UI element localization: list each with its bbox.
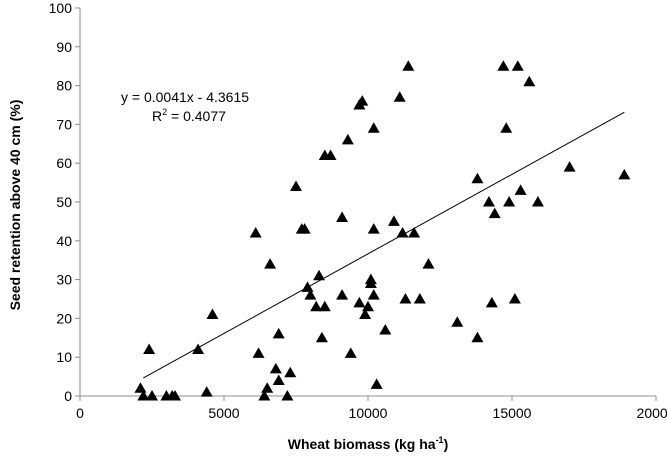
data-point [508, 293, 521, 304]
data-point [563, 161, 576, 172]
y-tick-label: 100 [49, 0, 73, 16]
data-point [290, 180, 302, 191]
data-point [396, 227, 409, 238]
data-point [324, 149, 337, 160]
y-tick-label: 40 [56, 233, 72, 249]
data-point [523, 75, 536, 87]
data-point [408, 227, 421, 238]
y-tick-label: 30 [56, 272, 72, 288]
trendline [143, 111, 625, 379]
data-point [500, 122, 513, 133]
data-point [344, 347, 357, 358]
data-point [298, 223, 311, 234]
x-axis-title: Wheat biomass (kg ha-1) [288, 435, 449, 452]
data-point [264, 258, 277, 269]
x-tick-label: 15000 [493, 405, 532, 421]
data-point [618, 168, 631, 180]
data-point [451, 316, 464, 327]
x-tick-label: 20000 [637, 405, 667, 421]
data-point [313, 269, 326, 281]
data-point [261, 382, 274, 393]
trendline-equation: y = 0.0041x - 4.3615 [121, 89, 249, 105]
data-point [318, 300, 331, 312]
data-point [503, 196, 516, 207]
x-axis-ticks: 0 5000 10000 15000 20000 [76, 396, 667, 421]
data-point [511, 60, 524, 71]
y-axis-ticks: 0 10 20 30 40 50 60 70 80 90 100 [49, 0, 80, 404]
data-point [336, 289, 349, 300]
data-point [367, 122, 380, 133]
data-point [143, 343, 156, 354]
data-point [192, 343, 205, 354]
r-squared-label: R2 = 0.4077 [152, 107, 226, 124]
x-tick-label: 10000 [349, 405, 388, 421]
data-point [367, 289, 380, 300]
y-axis-title: Seed retention above 40 cm (%) [7, 100, 23, 311]
data-point [387, 215, 400, 226]
data-point [304, 289, 317, 300]
data-point [301, 281, 314, 292]
data-point [353, 296, 366, 308]
data-point [137, 390, 150, 401]
y-tick-label: 90 [56, 39, 72, 55]
data-point [206, 308, 219, 320]
data-point [393, 91, 406, 102]
data-point [364, 273, 377, 285]
data-point [402, 60, 415, 71]
y-tick-label: 70 [56, 116, 72, 132]
data-point [341, 133, 354, 145]
data-point [356, 95, 369, 106]
data-point [269, 362, 282, 374]
data-point [482, 196, 495, 207]
data-point [471, 172, 484, 184]
data-points [134, 60, 631, 401]
data-point [146, 390, 158, 401]
data-point [485, 296, 498, 308]
data-point [272, 327, 285, 339]
y-tick-label: 80 [56, 78, 72, 94]
data-point [370, 378, 383, 389]
x-tick-label: 5000 [208, 405, 239, 421]
data-point [134, 382, 147, 393]
data-point [336, 211, 349, 223]
x-tick-label: 0 [76, 405, 84, 421]
data-point [497, 60, 510, 71]
y-tick-label: 0 [64, 388, 72, 404]
data-point [471, 331, 484, 343]
data-point [413, 293, 426, 304]
data-point [362, 300, 374, 312]
data-point [200, 386, 213, 397]
data-point [310, 300, 323, 312]
data-point [315, 331, 328, 343]
y-tick-label: 10 [56, 349, 72, 365]
data-point [272, 374, 285, 385]
data-point [281, 390, 294, 401]
data-point [379, 324, 392, 335]
data-point [399, 293, 412, 304]
data-point [258, 390, 271, 401]
y-tick-label: 60 [56, 155, 72, 171]
data-point [169, 390, 182, 401]
data-point [284, 366, 297, 378]
data-point [422, 258, 435, 269]
data-point [531, 196, 544, 207]
y-tick-label: 50 [56, 194, 72, 210]
data-point [488, 207, 501, 219]
data-point [359, 308, 372, 320]
data-point [252, 347, 265, 358]
data-point [514, 184, 527, 195]
y-tick-label: 20 [56, 310, 72, 326]
data-point [367, 223, 380, 234]
data-point [249, 227, 262, 238]
